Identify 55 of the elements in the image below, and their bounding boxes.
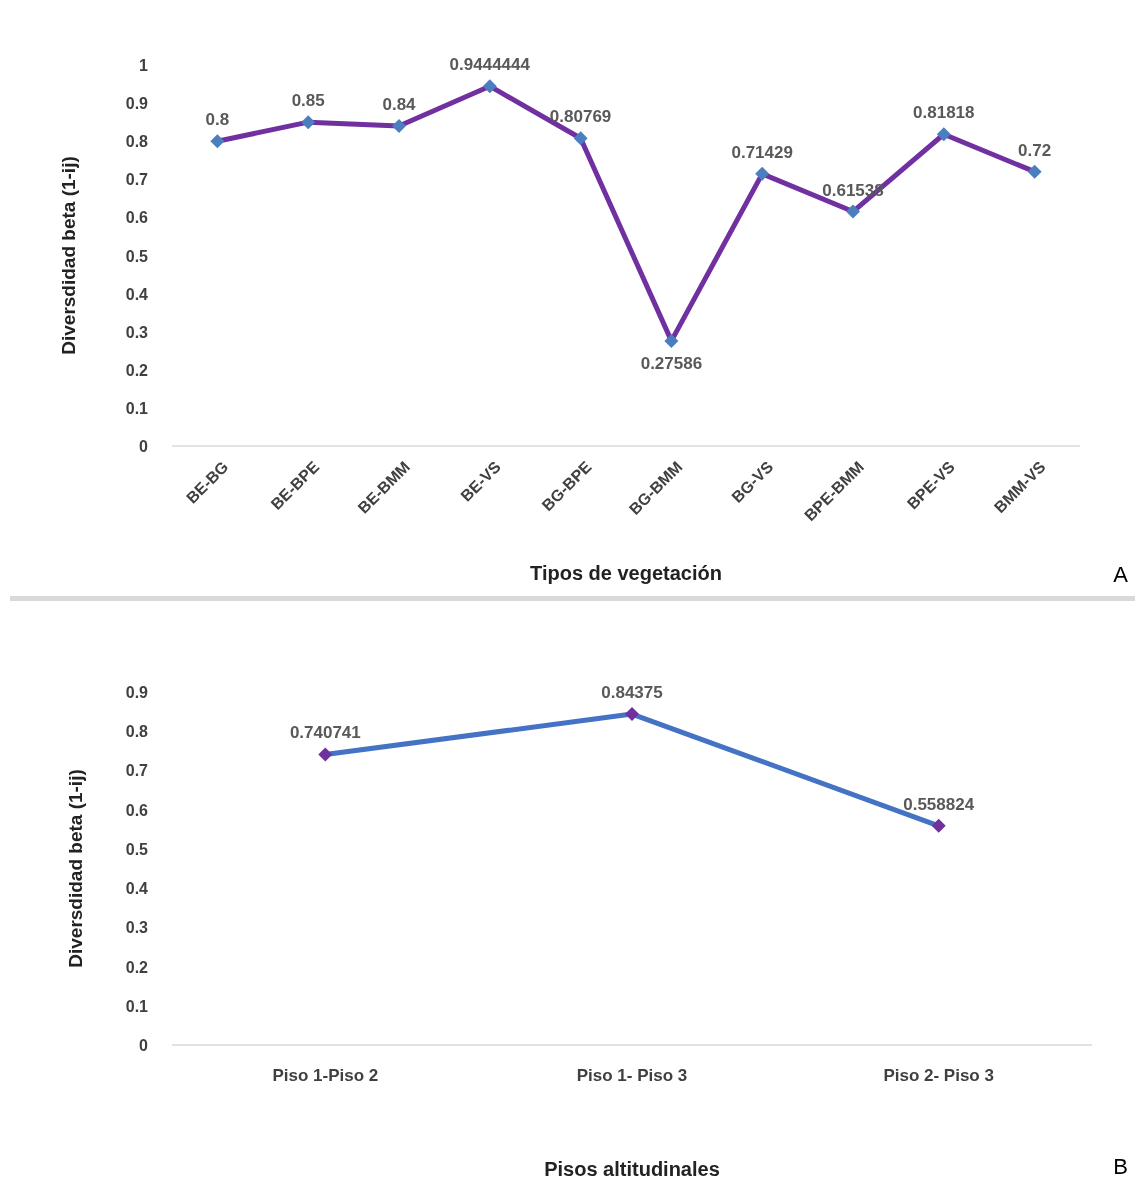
y-tick-label: 0.9 [125, 684, 149, 701]
x-tick-label: Piso 1- Piso 3 [576, 1066, 688, 1085]
y-tick-label: 0 [139, 438, 149, 455]
y-tick-label: 0.8 [125, 133, 149, 151]
data-label: 0.80769 [549, 107, 612, 127]
x-tick-label: Piso 1-Piso 2 [272, 1066, 379, 1085]
y-tick-label: 0.2 [125, 361, 149, 379]
point [931, 818, 946, 833]
point [936, 127, 951, 142]
y-tick-label: 0 [139, 1037, 149, 1054]
text: A [1113, 562, 1129, 587]
data-label: 0.27586 [640, 353, 703, 373]
point [482, 79, 497, 94]
data-label: 0.81818 [913, 103, 975, 123]
data-label: 0.72 [1018, 140, 1052, 160]
data-label: 0.740741 [289, 723, 361, 743]
point [664, 333, 679, 348]
point [846, 204, 860, 219]
y-tick-label: 0.2 [125, 958, 149, 976]
y-tick-label: 0.1 [125, 997, 149, 1015]
y-tick-label: 0.6 [125, 801, 149, 819]
y-tick-label: 0.5 [125, 840, 149, 858]
y-tick-label: 0.4 [125, 285, 149, 303]
data-label: 0.558824 [903, 794, 975, 814]
data-label: 0.8 [205, 110, 230, 130]
y-tick-label: 0.5 [125, 247, 149, 265]
y-tick-label: 0.8 [125, 723, 149, 741]
text: B [1113, 1154, 1128, 1179]
point [318, 747, 333, 762]
y-tick-label: 0.9 [125, 95, 149, 113]
y-tick-label: 0.6 [125, 209, 149, 227]
x-axis-title: Tipos de vegetación [530, 562, 722, 584]
y-axis-title: Diversdidad beta (1-ij) [65, 769, 86, 968]
data-label: 0.84375 [601, 683, 663, 703]
x-axis-title: Pisos altitudinales [544, 1158, 720, 1180]
point [1027, 164, 1042, 179]
data-label: 0.71429 [731, 142, 793, 162]
y-tick-label: 0.3 [125, 323, 149, 341]
point [755, 166, 770, 181]
point [625, 707, 639, 722]
y-tick-label: 0.7 [125, 171, 149, 189]
point [301, 115, 316, 130]
y-tick-label: 0.7 [125, 762, 149, 780]
point [210, 134, 225, 149]
x-tick-label: Piso 2- Piso 3 [883, 1066, 994, 1085]
y-tick-label: 1 [139, 57, 149, 74]
point [392, 118, 406, 133]
data-label: 0.84 [382, 94, 417, 114]
point [573, 131, 588, 146]
y-tick-label: 0.3 [125, 919, 149, 937]
y-axis-title: Diversdidad beta (1-ij) [58, 156, 79, 355]
data-label: 0.9444444 [449, 55, 531, 75]
y-tick-label: 0.1 [125, 399, 149, 417]
data-label: 0.85 [291, 91, 325, 111]
y-tick-label: 0.4 [125, 880, 149, 898]
